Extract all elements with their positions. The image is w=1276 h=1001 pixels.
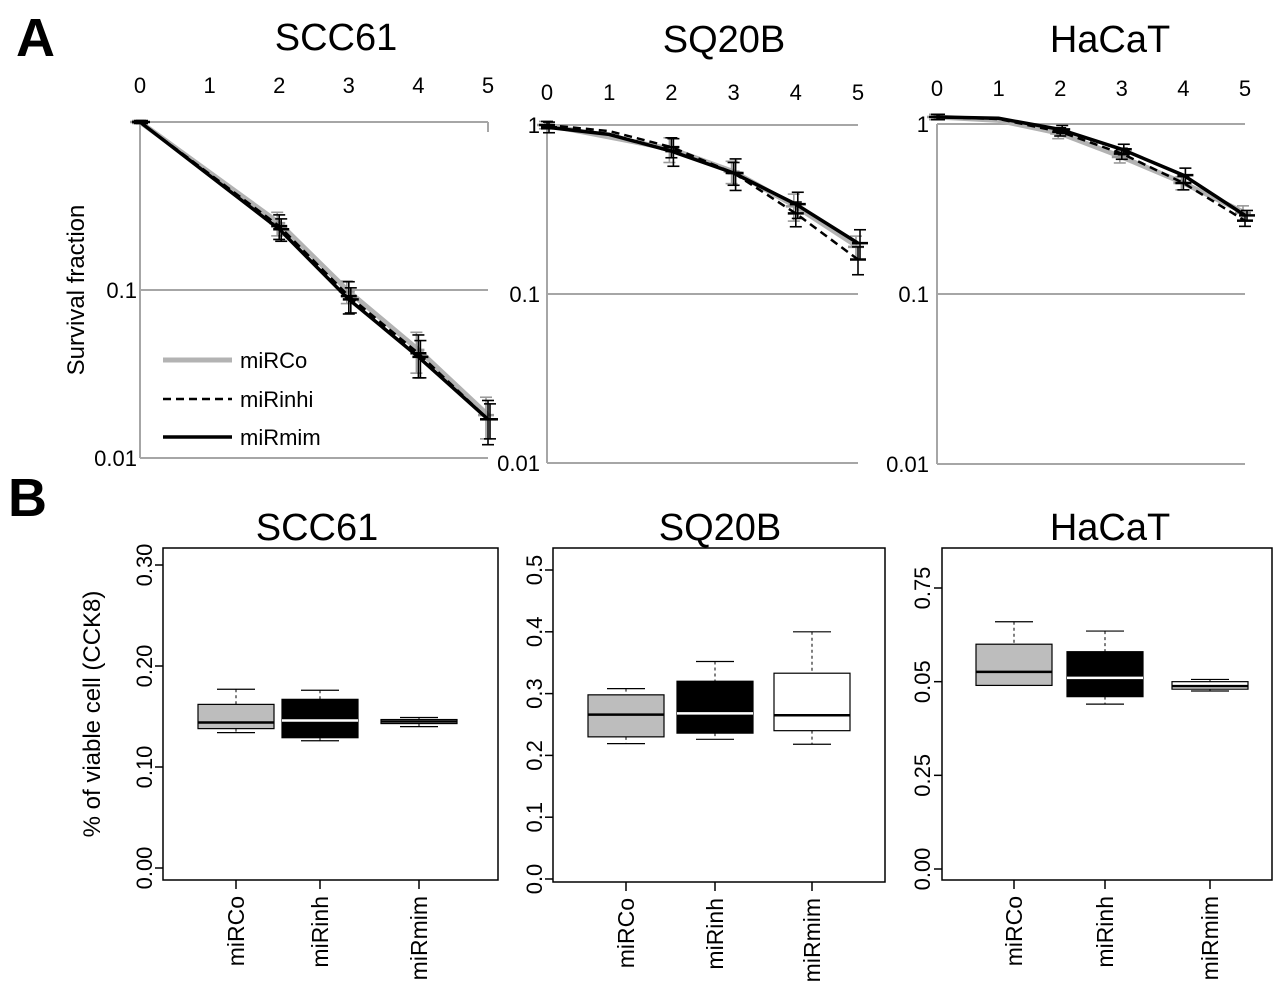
category-label: miRCo [1001, 896, 1027, 966]
plot-frame [162, 547, 499, 881]
y-tick-label: 0.01 [886, 452, 929, 477]
y-tick-label: 0.5 [522, 555, 547, 586]
y-tick-label: 0.1 [106, 278, 137, 303]
series-line-mirinhi [139, 120, 489, 421]
y-tick-label: 0.3 [522, 678, 547, 709]
y-tick-label: 0.01 [94, 446, 137, 471]
box-mirco [587, 688, 665, 745]
y-tick-label: 0.20 [132, 645, 157, 688]
x-tick-label: 3 [343, 73, 355, 98]
y-tick-label: 0.01 [497, 451, 540, 476]
chart-title: HaCaT [1050, 507, 1170, 549]
series-line-mirmim [138, 120, 490, 421]
box-iqr [773, 672, 851, 732]
x-tick-label: 4 [1177, 76, 1189, 101]
viability-panels: SCC61 0.00 0.10 0.20 0.30 % of viable cell (C… [79, 507, 1273, 982]
y-tick-label: 1 [528, 113, 540, 138]
box-mirco [197, 688, 275, 734]
y-tick-label: 0.0 [522, 864, 547, 895]
category-label: miRCo [613, 898, 639, 968]
series-line-mirco [936, 114, 1247, 216]
legend-label-mirinhi: miRinhi [240, 387, 313, 412]
box-mirmim [773, 631, 851, 745]
box-mirinh [676, 660, 754, 740]
chart-title: HaCaT [1050, 19, 1170, 61]
series-line-mirco [546, 122, 860, 249]
chart-title: SCC61 [256, 507, 379, 549]
y-tick-label: 0.10 [132, 746, 157, 789]
box-iqr [1066, 651, 1144, 698]
legend-label-mirmim: miRmim [240, 425, 321, 450]
x-tick-label: 3 [727, 80, 739, 105]
y-tick-label: 0.30 [132, 544, 157, 587]
x-tick-label: 5 [852, 80, 864, 105]
y-tick-label: 0.05 [910, 660, 935, 703]
legend: miRCo miRinhi miRmim [163, 348, 321, 450]
x-tick-label: 2 [273, 73, 285, 98]
y-tick-label: 0.25 [910, 754, 935, 797]
y-tick-label: 0.00 [132, 847, 157, 890]
category-label: miRinh [702, 898, 728, 970]
x-tick-label: 0 [134, 73, 146, 98]
x-tick-label: 5 [482, 73, 494, 98]
y-tick-label: 0.75 [910, 567, 935, 610]
x-tick-label: 1 [992, 76, 1004, 101]
chart-title: SQ20B [663, 19, 786, 61]
chart-title: SQ20B [659, 507, 782, 549]
category-label: miRmim [799, 898, 825, 982]
x-tick-label: 1 [603, 80, 615, 105]
category-label: miRmim [1197, 896, 1223, 980]
survival-chart-scc61: SCC61 0 1 2 3 4 5 0.1 0.01 Survival fraction miRCo… [63, 17, 498, 471]
box-iqr [676, 680, 754, 734]
y-tick-label: 0.00 [910, 848, 935, 891]
series-line-mirmim [546, 125, 859, 245]
box-mirinh [1066, 630, 1144, 705]
x-tick-label: 1 [203, 73, 215, 98]
box-mirinh [281, 689, 359, 742]
legend-label-mirco: miRCo [240, 348, 307, 373]
y-axis-label: Survival fraction [63, 205, 90, 376]
box-mirco [975, 621, 1053, 687]
y-tick-label: 0.1 [509, 282, 540, 307]
x-tick-label: 4 [412, 73, 424, 98]
y-tick-label: 0.1 [522, 802, 547, 833]
series-line-mirmim [936, 115, 1246, 217]
category-label: miRmim [406, 896, 432, 980]
x-tick-label: 0 [541, 80, 553, 105]
plot-frame [552, 547, 886, 883]
category-label: miRCo [223, 896, 249, 966]
box-iqr [281, 698, 359, 739]
panel-letter-a: A [16, 8, 55, 68]
plot-frame [941, 547, 1273, 881]
box-mirmim [1171, 678, 1249, 692]
x-tick-label: 0 [931, 76, 943, 101]
panel-letter-b: B [8, 468, 47, 528]
y-axis-label: % of viable cell (CCK8) [79, 591, 106, 838]
viability-chart-hacat: HaCaT 0.00 0.25 0.05 0.75 miRCo miRinh miRmim [910, 507, 1273, 980]
y-tick-label: 1 [917, 112, 929, 137]
x-tick-label: 4 [790, 80, 802, 105]
x-tick-label: 2 [1054, 76, 1066, 101]
viability-chart-sq20b: SQ20B 0.0 0.1 0.2 0.3 0.4 0.5 miRCo miRinh miRmim [522, 507, 886, 982]
series-line-mirinhi [936, 115, 1246, 222]
chart-title: SCC61 [275, 17, 398, 59]
x-tick-label: 3 [1116, 76, 1128, 101]
box-iqr [975, 643, 1053, 687]
x-tick-label: 2 [665, 80, 677, 105]
category-label: miRinh [307, 896, 333, 968]
y-tick-label: 0.1 [898, 282, 929, 307]
box-mirmim [380, 716, 458, 728]
series-line-mirinhi [546, 123, 859, 261]
x-tick-label: 5 [1239, 76, 1251, 101]
viability-chart-scc61: SCC61 0.00 0.10 0.20 0.30 % of viable cell (C… [79, 507, 499, 980]
y-tick-label: 0.4 [522, 617, 547, 648]
y-tick-label: 0.2 [522, 740, 547, 771]
category-label: miRinh [1092, 896, 1118, 968]
box-iqr [197, 703, 275, 730]
